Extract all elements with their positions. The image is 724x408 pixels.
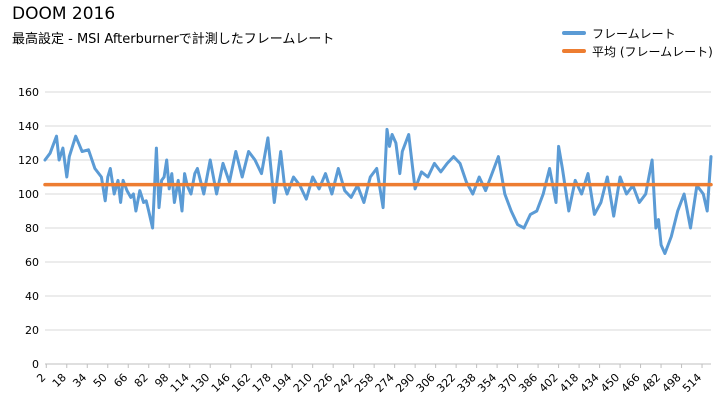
x-tick-label: 274 — [373, 371, 397, 395]
y-tick-label: 120 — [18, 154, 39, 167]
legend-swatch-fps — [562, 31, 586, 35]
y-tick-label: 20 — [25, 324, 39, 337]
x-tick-label: 418 — [557, 371, 581, 395]
x-tick-label: 162 — [229, 371, 253, 395]
series-line-fps — [43, 127, 713, 255]
x-tick-label: 402 — [537, 371, 561, 395]
x-tick-label: 466 — [619, 371, 643, 395]
x-tick-label: 50 — [91, 371, 110, 390]
legend-label-average: 平均 (フレームレート) — [592, 44, 713, 59]
x-tick-label: 370 — [496, 371, 520, 395]
x-tick-label: 450 — [598, 371, 622, 395]
x-tick-label: 354 — [475, 371, 499, 395]
x-tick-label: 322 — [434, 371, 458, 395]
x-tick-label: 146 — [209, 371, 233, 395]
x-tick-label: 82 — [132, 371, 151, 390]
x-tick-label: 226 — [311, 371, 335, 395]
x-tick-label: 434 — [578, 371, 602, 395]
x-tick-label: 386 — [516, 371, 540, 395]
x-tick-label: 482 — [639, 371, 663, 395]
x-tick-label: 210 — [291, 371, 315, 395]
x-tick-label: 306 — [414, 371, 438, 395]
legend-swatch-average — [562, 49, 586, 53]
chart-title: DOOM 2016 — [12, 4, 116, 24]
legend-item-average: 平均 (フレームレート) — [562, 42, 713, 60]
y-tick-label: 140 — [18, 120, 39, 133]
legend-label-fps: フレームレート — [592, 26, 676, 41]
x-tick-label: 514 — [680, 371, 704, 395]
x-tick-label: 2 — [34, 371, 48, 385]
y-tick-label: 60 — [25, 256, 39, 269]
legend: フレームレート 平均 (フレームレート) — [562, 24, 713, 60]
x-tick-label: 258 — [352, 371, 376, 395]
y-tick-label: 0 — [32, 358, 39, 371]
y-tick-label: 160 — [18, 86, 39, 99]
x-tick-label: 242 — [332, 371, 356, 395]
x-tick-label: 130 — [188, 371, 212, 395]
x-tick-label: 34 — [70, 371, 89, 390]
y-tick-label: 80 — [25, 222, 39, 235]
x-tick-label: 178 — [250, 371, 274, 395]
x-tick-label: 194 — [270, 371, 294, 395]
x-tick-label: 66 — [111, 371, 130, 390]
x-tick-label: 290 — [393, 371, 417, 395]
legend-item-fps: フレームレート — [562, 24, 713, 42]
x-tick-label: 338 — [455, 371, 479, 395]
x-tick-label: 114 — [168, 371, 192, 395]
y-tick-label: 100 — [18, 188, 39, 201]
chart-subtitle: 最高設定 - MSI Afterburnerで計測したフレームレート — [12, 32, 335, 47]
y-tick-label: 40 — [25, 290, 39, 303]
x-tick-label: 498 — [660, 371, 684, 395]
x-tick-label: 18 — [50, 371, 69, 390]
